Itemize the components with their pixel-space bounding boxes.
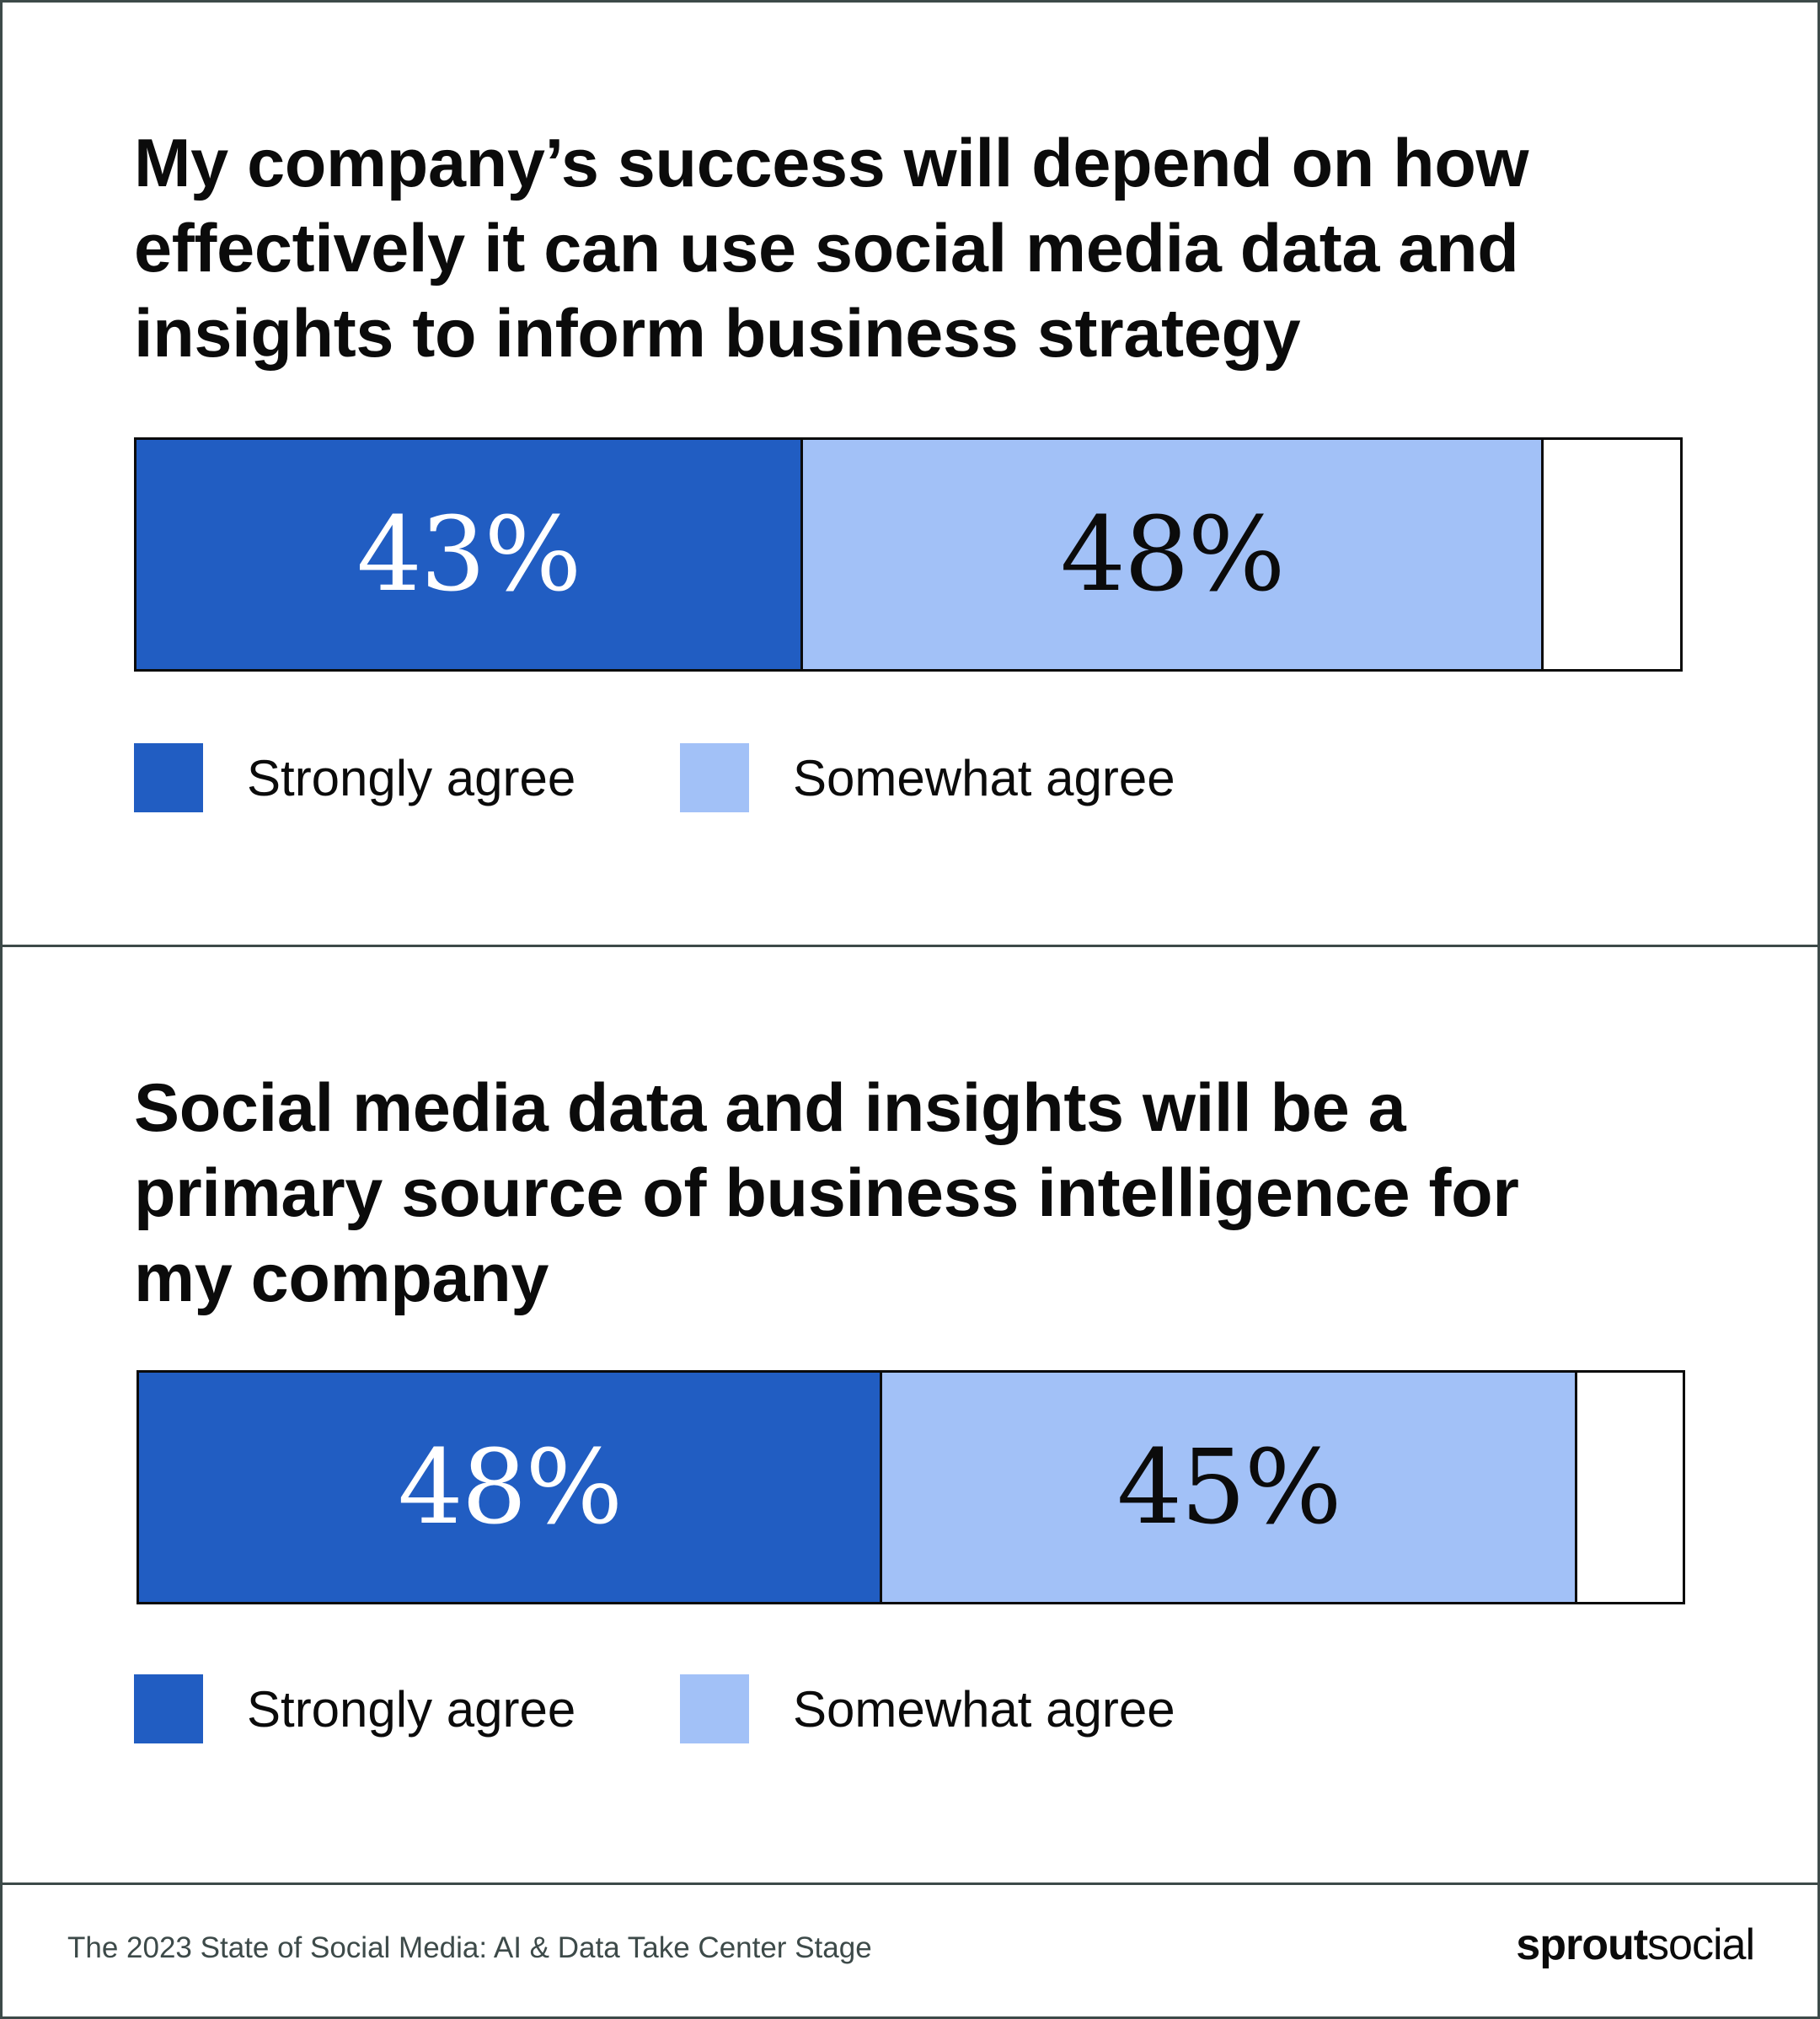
legend-item-somewhat-agree: Somewhat agree [680,1674,1175,1743]
stacked-bar: 43% 48% [134,437,1683,672]
legend-item-strongly-agree: Strongly agree [134,743,575,812]
legend: Strongly agree Somewhat agree [134,1674,1482,1743]
chart-title-line: My company’s success will depend on how [134,126,1529,201]
legend-swatch [134,743,203,812]
legend-swatch [680,1674,749,1743]
footer-source: The 2023 State of Social Media: AI & Dat… [67,1931,872,1964]
panel-divider [0,945,1820,947]
legend-item-somewhat-agree: Somewhat agree [680,743,1175,812]
chart-title-line: insights to inform business strategy [134,296,1301,372]
data-label: 43% [356,495,581,614]
legend-swatch [134,1674,203,1743]
data-label: 48% [1060,495,1285,614]
data-label: 48% [398,1427,623,1547]
logo-bold-text: sprout [1516,1920,1648,1969]
chart-title-line: Social media data and insights will be a [134,1070,1406,1146]
legend-label: Somewhat agree [793,1680,1175,1738]
chart-title-line: my company [134,1240,549,1316]
sprout-social-logo: sproutsocial [1516,1920,1755,1970]
chart-title: My company’s success will depend on how … [134,121,1701,377]
bar-segment-remainder [1574,1373,1683,1602]
legend-item-strongly-agree: Strongly agree [134,1674,575,1743]
chart-title-line: primary source of business intelligence … [134,1155,1519,1231]
bar-segment-strongly-agree: 48% [139,1373,881,1602]
legend-label: Somewhat agree [793,749,1175,806]
legend-label: Strongly agree [247,749,576,806]
stacked-bar: 48% 45% [136,1370,1685,1604]
bar-segment-somewhat-agree: 48% [800,440,1542,669]
legend-label: Strongly agree [247,1680,576,1738]
data-label: 45% [1116,1427,1341,1547]
logo-regular-text: social [1647,1920,1755,1969]
bar-segment-somewhat-agree: 45% [880,1373,1575,1602]
bar-segment-remainder [1541,440,1680,669]
chart-title: Social media data and insights will be a… [134,1066,1701,1321]
bar-segment-strongly-agree: 43% [136,440,800,669]
legend-swatch [680,743,749,812]
legend: Strongly agree Somewhat agree [134,743,1482,812]
chart-title-line: effectively it can use social media data… [134,211,1519,287]
footer-divider [0,1882,1820,1885]
